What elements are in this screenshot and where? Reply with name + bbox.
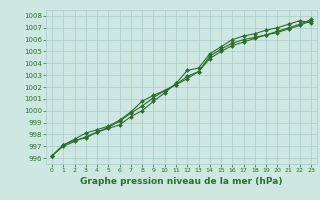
X-axis label: Graphe pression niveau de la mer (hPa): Graphe pression niveau de la mer (hPa) bbox=[80, 177, 283, 186]
